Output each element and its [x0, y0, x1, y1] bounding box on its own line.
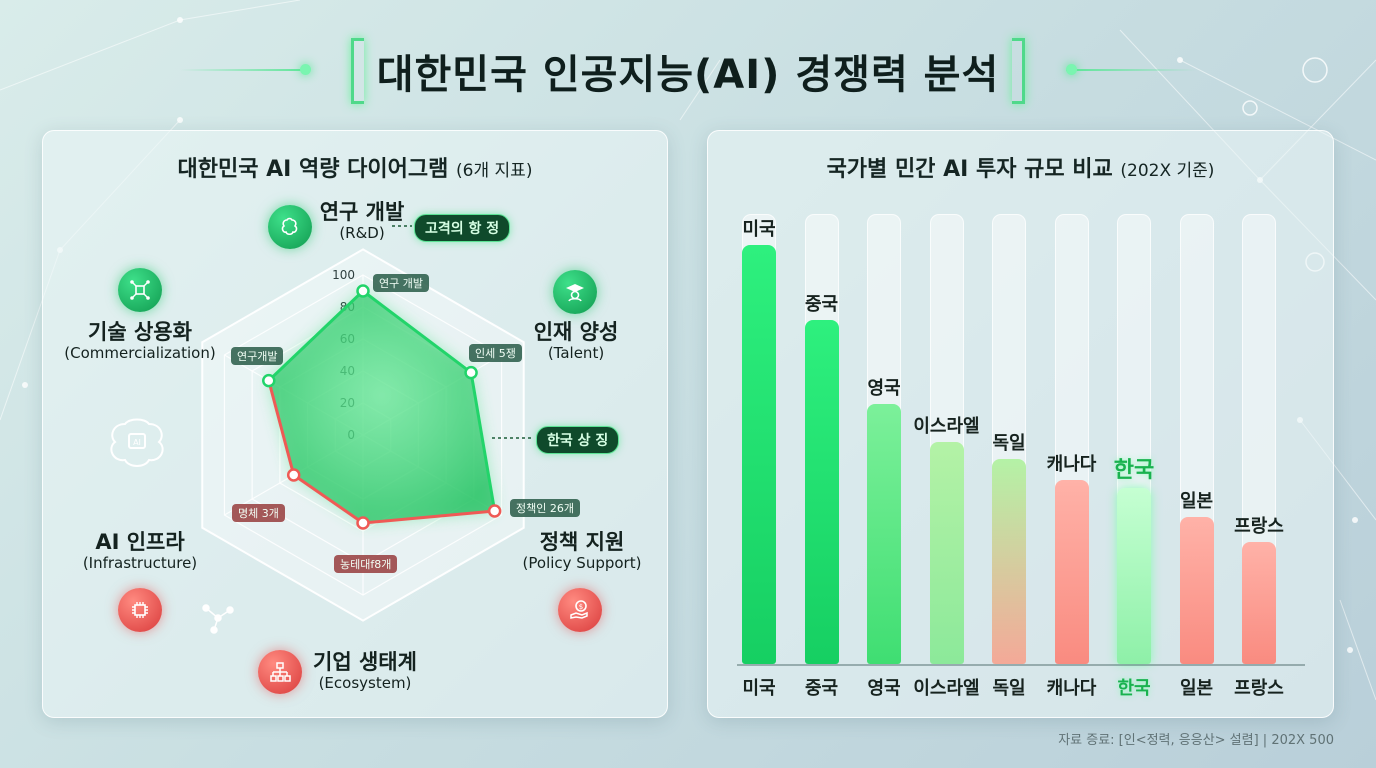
point-tag-talent: 인세 5쟁	[469, 344, 522, 362]
radar-axis-label-ko: 인재 양성	[533, 320, 619, 344]
radar-axis-label-en: (Infrastructure)	[82, 554, 198, 572]
org-chart-icon	[258, 650, 302, 694]
money-hand-icon: $	[558, 588, 602, 632]
bar-label-top: 독일	[992, 432, 1026, 454]
page-title: 대한민국 인공지능(AI) 경쟁력 분석	[350, 38, 1026, 104]
title-wrap: 대한민국 인공지능(AI) 경쟁력 분석	[0, 36, 1376, 106]
bar-label-bottom: 독일	[992, 678, 1026, 699]
radar-axis-label-ko: AI 인프라	[95, 530, 185, 554]
bar-label-bottom: 캐나다	[1046, 678, 1097, 699]
bar-label-top: 중국	[804, 294, 839, 316]
radar-axis-label: AI 인프라 (Infrastructure)	[50, 530, 230, 573]
radar-axis-label: 정책 지원 (Policy Support)	[492, 530, 672, 573]
chip-icon	[118, 588, 162, 632]
bar-label-bottom: 영국	[867, 678, 901, 699]
bar-label-top: 한국	[1113, 458, 1155, 484]
radar-title-note: (6개 지표)	[456, 161, 533, 181]
bar-label-bottom: 한국	[1117, 678, 1151, 699]
point-tag-rnd: 연구 개발	[373, 274, 429, 292]
network-decor-icon	[202, 604, 234, 634]
radar-axis-label: 인재 양성 (Talent)	[486, 320, 666, 363]
ai-brain-decor-icon: AI	[110, 418, 164, 467]
bar-label-bottom: 프랑스	[1234, 678, 1284, 699]
radar-axis-label-en: (Policy Support)	[522, 554, 642, 572]
title-decor-line-right	[1066, 69, 1196, 71]
svg-text:$: $	[579, 603, 583, 611]
radar-axis-label-en: (Talent)	[547, 344, 605, 362]
brain-icon	[268, 205, 312, 249]
radar-axis-label-ko: 정책 지원	[539, 530, 625, 554]
radar-axis-label-en: (R&D)	[339, 224, 385, 242]
callout-right: 한국 상 징	[536, 426, 620, 454]
bar-7	[1179, 517, 1214, 664]
bar-label-bottom: 중국	[804, 678, 839, 699]
bar-label-top: 영국	[867, 378, 901, 400]
callout-top: 고격의 항 정	[414, 214, 511, 242]
source-note: 자료 증료: [인<정력, 응응산> 설렴] | 202X 500	[1058, 733, 1334, 748]
radar-axis-label-en: (Ecosystem)	[318, 674, 412, 692]
bar-1	[804, 320, 839, 664]
radar-axis-label-ko: 기업 생태계	[313, 650, 417, 674]
bar-6	[1117, 488, 1151, 664]
bar-5	[1054, 479, 1089, 664]
radar-axis-label: 연구 개발 (R&D)	[272, 200, 452, 243]
title-decor-line-left	[180, 69, 310, 71]
point-tag-infra: 명체 3개	[232, 504, 285, 522]
bar-label-top: 캐나다	[1046, 453, 1097, 475]
radar-panel-title: 대한민국 AI 역량 다이어그램 (6개 지표)	[43, 151, 667, 183]
point-tag-policy: 정책인 26개	[510, 499, 580, 517]
title-decor-dot-right	[1066, 64, 1077, 75]
radar-axis-label: 기술 상용화 (Commercialization)	[50, 320, 230, 363]
svg-text:AI: AI	[133, 438, 141, 447]
radar-axis-label: 기업 생태계 (Ecosystem)	[275, 650, 455, 693]
bar-title-text: 국가별 민간 AI 투자 규모 비교	[826, 157, 1113, 182]
bar-label-bottom: 일본	[1179, 678, 1214, 699]
point-tag-commercial: 연구개발	[231, 347, 284, 365]
graduate-icon	[553, 270, 597, 314]
bar-label-bottom: 미국	[742, 678, 776, 699]
bar-baseline	[737, 664, 1305, 666]
radar-title-text: 대한민국 AI 역량 다이어그램	[177, 157, 449, 182]
bar-2	[867, 404, 901, 664]
bar-3	[929, 441, 964, 664]
bar-label-top: 일본	[1179, 491, 1214, 513]
bar-0	[742, 245, 776, 664]
bar-4	[992, 458, 1026, 664]
circuit-icon	[118, 268, 162, 312]
bar-label-bottom: 이스라엘	[913, 678, 980, 699]
radar-axis-label-ko: 기술 상용화	[88, 320, 192, 344]
bar-label-top: 프랑스	[1234, 516, 1284, 538]
bar-label-top: 미국	[742, 219, 776, 240]
bar-panel-title: 국가별 민간 AI 투자 규모 비교 (202X 기준)	[708, 151, 1333, 183]
title-decor-dot-left	[300, 64, 311, 75]
bar-8	[1242, 542, 1276, 664]
radar-axis-label-ko: 연구 개발	[319, 200, 405, 224]
point-tag-ecosystem: 농테대f8개	[334, 555, 398, 573]
bar-label-top: 이스라엘	[913, 415, 980, 437]
bar-title-note: (202X 기준)	[1120, 161, 1215, 181]
radar-axis-label-en: (Commercialization)	[64, 344, 216, 362]
